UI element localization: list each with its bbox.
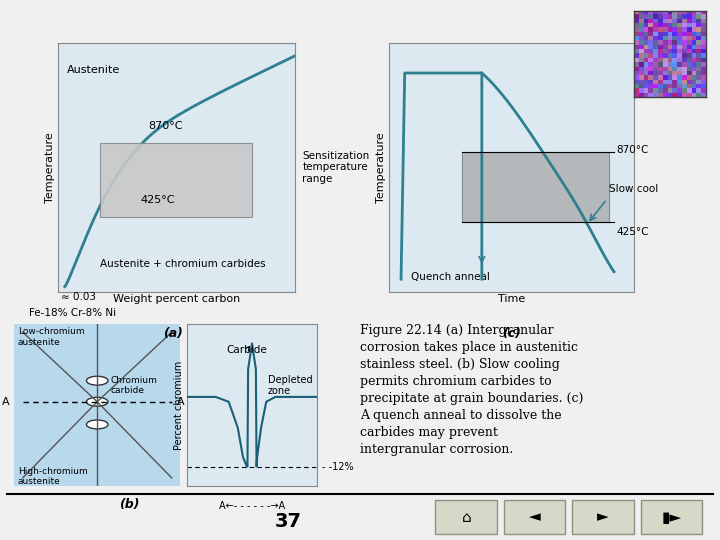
Text: (b): (b) [120, 497, 140, 511]
Text: High-chromium
austenite: High-chromium austenite [18, 467, 87, 486]
Text: Figure 22.14 (a) Intergranular
corrosion takes place in austenitic
stainless ste: Figure 22.14 (a) Intergranular corrosion… [360, 324, 583, 456]
X-axis label: Weight percent carbon: Weight percent carbon [113, 294, 240, 305]
Bar [641, 500, 702, 534]
Text: ►: ► [597, 510, 609, 524]
Ellipse shape [86, 420, 108, 429]
Text: ⌂: ⌂ [462, 510, 471, 524]
Text: 870°C: 870°C [148, 121, 182, 131]
Text: Depleted
zone: Depleted zone [268, 375, 312, 396]
Text: Fe-18% Cr-8% Ni: Fe-18% Cr-8% Ni [29, 308, 116, 318]
Y-axis label: Temperature: Temperature [45, 132, 55, 203]
Text: A: A [176, 397, 184, 407]
Text: Slow cool: Slow cool [609, 184, 659, 194]
Y-axis label: Percent chromium: Percent chromium [174, 360, 184, 450]
Text: ≈ 0.03: ≈ 0.03 [61, 292, 96, 302]
Ellipse shape [86, 376, 108, 385]
Text: (c): (c) [502, 327, 521, 341]
Bar [100, 143, 253, 217]
Bar [462, 152, 609, 222]
Text: Austenite + chromium carbides: Austenite + chromium carbides [100, 259, 266, 269]
Text: - -12%: - -12% [322, 462, 354, 471]
Text: 37: 37 [274, 511, 302, 531]
Y-axis label: Temperature: Temperature [376, 132, 386, 203]
Text: 870°C: 870°C [616, 145, 649, 155]
Bar [572, 500, 634, 534]
Text: Chromium
carbide: Chromium carbide [110, 376, 158, 395]
Ellipse shape [86, 397, 108, 406]
Text: Sensitization
temperature
range: Sensitization temperature range [302, 151, 369, 184]
Text: 425°C: 425°C [141, 195, 175, 205]
Text: 425°C: 425°C [616, 227, 649, 237]
Bar [436, 500, 497, 534]
Text: Low-chromium
austenite: Low-chromium austenite [18, 327, 84, 347]
Text: A←- - - - - -→A: A←- - - - - -→A [219, 501, 285, 511]
Text: (a): (a) [163, 327, 183, 341]
Text: Quench anneal: Quench anneal [410, 272, 490, 282]
Bar [504, 500, 565, 534]
Text: ◄: ◄ [528, 510, 541, 524]
Text: Carbide: Carbide [226, 345, 267, 355]
X-axis label: Time: Time [498, 294, 525, 305]
Text: ▮►: ▮► [662, 510, 681, 524]
Text: Austenite: Austenite [67, 65, 120, 75]
Text: A: A [2, 397, 9, 407]
